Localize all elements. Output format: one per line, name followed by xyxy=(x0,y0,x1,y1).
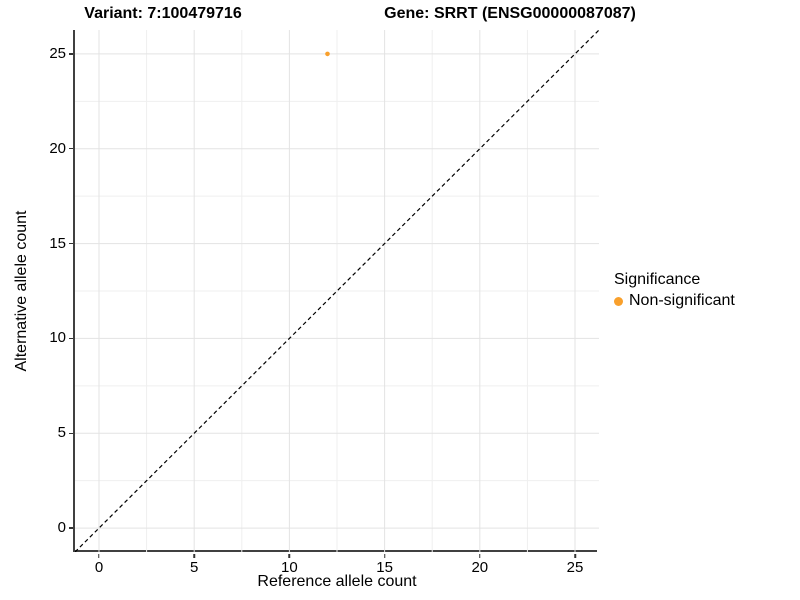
x-tick-mark xyxy=(574,554,576,558)
y-tick-label: 15 xyxy=(49,234,66,252)
identity-line xyxy=(75,30,599,552)
legend: Significance Non-significant xyxy=(614,271,735,310)
variant-title: Variant: 7:100479716 xyxy=(84,5,242,22)
x-tick-label: 5 xyxy=(190,559,199,576)
x-tick-mark xyxy=(383,554,386,558)
x-tick-label: 0 xyxy=(94,559,104,576)
x-tick-label: 20 xyxy=(471,559,489,576)
x-tick-label: 15 xyxy=(376,559,393,576)
y-tick-mark xyxy=(69,147,73,150)
y-tick-mark xyxy=(69,432,73,434)
legend-title: Significance xyxy=(614,271,701,288)
y-tick-label: 0 xyxy=(57,519,66,537)
y-tick-label: 5 xyxy=(57,424,66,442)
x-axis-title: Reference allele count xyxy=(257,573,417,590)
x-tick-mark xyxy=(288,554,291,558)
y-tick-label: 10 xyxy=(49,329,66,347)
legend-swatch-icon xyxy=(614,296,623,306)
legend-items: Non-significant xyxy=(614,292,735,310)
x-tick-label: 25 xyxy=(566,559,584,576)
y-tick-label: 25 xyxy=(49,44,66,62)
y-tick-mark xyxy=(69,53,73,55)
x-tick-mark xyxy=(193,554,195,558)
y-tick-mark xyxy=(69,337,73,340)
x-tick-mark xyxy=(98,554,100,558)
x-tick-mark xyxy=(479,554,481,558)
y-tick-mark xyxy=(69,527,73,529)
y-tick-label: 20 xyxy=(49,139,66,157)
gene-title: Gene: SRRT (ENSG00000087087) xyxy=(384,5,636,22)
plot-panel xyxy=(73,30,599,552)
data-point xyxy=(325,51,330,57)
y-tick-mark xyxy=(69,242,73,245)
legend-item-label: Non-significant xyxy=(629,292,735,309)
plot-area xyxy=(75,30,599,552)
x-tick-label: 10 xyxy=(281,559,298,576)
legend-item: Non-significant xyxy=(614,292,735,310)
